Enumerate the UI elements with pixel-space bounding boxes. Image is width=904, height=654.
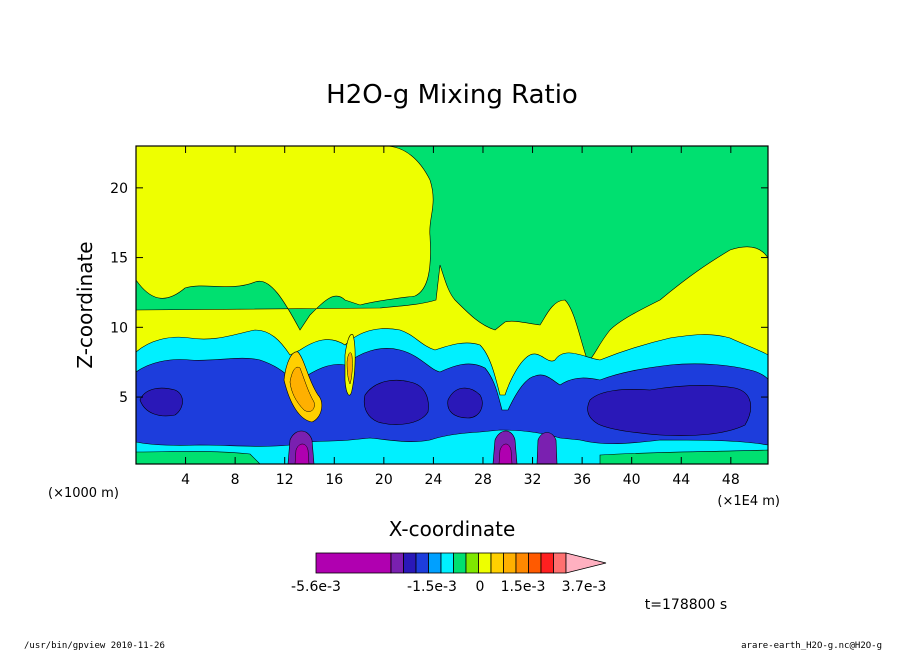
x-tick-label-8: 36	[573, 472, 591, 488]
y-tick-label-3: 20	[110, 181, 128, 197]
colorbar-swatch-3	[403, 552, 417, 574]
x-axis-label: X-coordinate	[389, 517, 516, 541]
y-tick-label-0: 5	[119, 390, 128, 406]
colorbar-labels: -5.6e-3 -1.5e-3 0 1.5e-3 3.7e-3	[291, 579, 606, 595]
chart-title: H2O-g Mixing Ratio	[326, 80, 578, 110]
colorbar-swatch-11	[503, 552, 517, 574]
colorbar-swatch-13	[528, 552, 542, 574]
footer-left: /usr/bin/gpview 2010-11-26	[24, 641, 165, 651]
footer-right: arare-earth_H2O-g.nc@H2O-g	[741, 641, 882, 651]
x-tick-label-0: 4	[181, 472, 190, 488]
x-tick-label-9: 40	[623, 472, 641, 488]
colorbar-swatch-12	[515, 552, 529, 574]
colorbar-swatch-4	[415, 552, 429, 574]
colorbar-arrow	[565, 552, 607, 574]
layer-orange-core	[289, 366, 315, 412]
colorbar-label-1: -1.5e-3	[407, 579, 457, 595]
colorbar-swatch-8	[465, 552, 479, 574]
y-axis: 5 10 15 20	[110, 181, 768, 406]
colorbar-label-0: -5.6e-3	[291, 579, 341, 595]
time-label: t=178800 s	[645, 597, 727, 613]
layer-navy	[139, 379, 752, 436]
y-axis-label: Z-coordinate	[73, 241, 97, 368]
x-unit-right: (×1E4 m)	[717, 494, 780, 509]
colorbar-swatch-7	[453, 552, 467, 574]
y-tick-label-2: 15	[110, 251, 128, 267]
x-tick-label-11: 48	[722, 472, 740, 488]
layer-magenta-blobs	[294, 443, 513, 464]
x-tick-label-1: 8	[231, 472, 240, 488]
y-tick-label-1: 10	[110, 320, 128, 336]
layer-orange-plume-2	[346, 352, 353, 385]
layer-green	[136, 146, 768, 363]
plot-frame	[135, 145, 769, 465]
colorbar-swatch-5	[428, 552, 442, 574]
colorbar-swatch-2	[390, 552, 404, 574]
x-unit-left: (×1000 m)	[48, 486, 119, 501]
x-tick-label-4: 20	[375, 472, 393, 488]
plot-area	[136, 146, 768, 464]
x-tick-label-2: 12	[276, 472, 294, 488]
colorbar-label-4: 3.7e-3	[562, 579, 607, 595]
x-tick-label-5: 24	[424, 472, 442, 488]
colorbar-swatch-10	[490, 552, 504, 574]
layer-green-bottom	[136, 449, 768, 464]
x-tick-label-10: 44	[672, 472, 690, 488]
colorbar-swatch-14	[540, 552, 554, 574]
colorbar-swatch-15	[553, 552, 567, 574]
colorbar-swatch-9	[478, 552, 492, 574]
x-tick-label-6: 28	[474, 472, 492, 488]
colorbar-swatch-0	[315, 552, 392, 574]
colorbar	[315, 552, 607, 574]
x-tick-label-3: 16	[325, 472, 343, 488]
colorbar-label-3: 1.5e-3	[501, 579, 546, 595]
x-tick-label-7: 32	[524, 472, 542, 488]
x-axis: 4 8 12 16 20 24 28 32 36 40 44 48	[181, 146, 740, 488]
colorbar-label-2: 0	[476, 579, 485, 595]
colorbar-swatch-6	[440, 552, 454, 574]
